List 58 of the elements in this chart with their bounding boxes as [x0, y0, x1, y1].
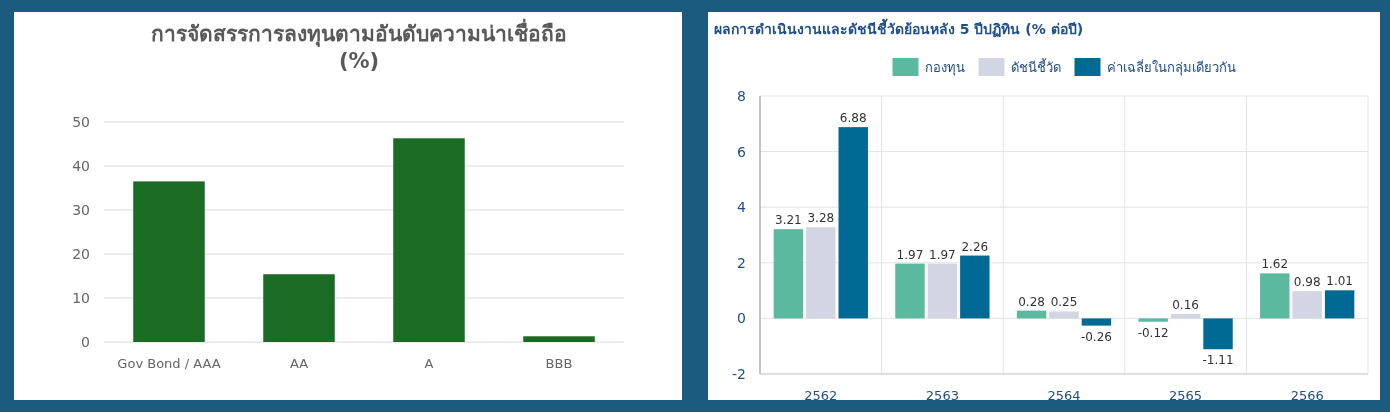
bar — [773, 229, 804, 319]
y-tick-label: 8 — [737, 88, 746, 104]
data-label: 1.62 — [1261, 257, 1289, 272]
x-tick-label: BBB — [545, 356, 573, 371]
bar — [1292, 291, 1322, 319]
y-tick-label: 20 — [72, 246, 90, 262]
data-label: 2.26 — [961, 239, 989, 254]
bar — [1324, 290, 1355, 319]
y-tick-label: 30 — [72, 202, 90, 218]
y-tick-label: 2 — [737, 254, 746, 271]
y-tick-label: 10 — [72, 290, 90, 306]
y-tick-label: 4 — [737, 199, 747, 216]
bar — [927, 263, 958, 319]
data-label: -0.12 — [1137, 325, 1169, 340]
y-tick-label: 0 — [737, 310, 746, 327]
bar — [806, 227, 836, 319]
x-tick-label: Gov Bond / AAA — [117, 356, 221, 371]
x-tick-label: 2563 — [925, 388, 959, 403]
bar — [133, 181, 205, 342]
legend-label: ค่าเฉลี่ยในกลุ่มเดียวกัน — [1106, 59, 1236, 76]
bar — [838, 127, 868, 319]
bar — [1138, 318, 1168, 322]
y-tick-label: 50 — [72, 114, 90, 130]
y-tick-label: 6 — [737, 143, 747, 160]
y-tick-label: -2 — [732, 366, 746, 382]
data-label: -1.11 — [1202, 353, 1234, 368]
bar — [1081, 318, 1112, 326]
bar — [1203, 318, 1233, 350]
bar — [895, 263, 925, 319]
bar — [1049, 311, 1079, 319]
y-tick-label: 40 — [72, 158, 90, 174]
bar — [393, 138, 465, 342]
x-tick-label: 2562 — [804, 388, 838, 403]
bar — [1260, 273, 1290, 319]
bar — [523, 336, 595, 342]
legend-label: ดัชนีชี้วัด — [1010, 58, 1061, 75]
bar — [960, 255, 990, 319]
data-label: -0.26 — [1080, 329, 1112, 344]
data-label: 3.21 — [775, 213, 802, 228]
x-tick-label: A — [424, 356, 434, 371]
data-label: 0.98 — [1293, 275, 1321, 290]
data-label: 0.25 — [1050, 295, 1078, 310]
data-label: 3.28 — [807, 211, 835, 226]
bar — [263, 274, 335, 342]
chart-title: ผลการดำเนินงานและดัชนีชี้วัดย้อนหลัง 5 ปีปฏิทิน (% ต่อปี) — [714, 18, 1084, 38]
x-tick-label: 2566 — [1290, 388, 1324, 403]
data-label: 1.01 — [1326, 274, 1353, 289]
x-tick-label: 2565 — [1169, 388, 1203, 403]
data-label: 1.97 — [929, 247, 956, 262]
data-label: 1.97 — [896, 247, 924, 262]
y-tick-label: 0 — [81, 334, 90, 350]
x-tick-label: AA — [289, 356, 309, 371]
data-label: 6.88 — [839, 111, 867, 126]
data-label: 0.16 — [1172, 297, 1199, 312]
data-label: 0.28 — [1018, 294, 1045, 309]
x-tick-label: 2564 — [1047, 388, 1081, 403]
legend-label: กองทุน — [924, 60, 965, 76]
chart-title: การจัดสรรการลงทุนตามอันดับความน่าเชื่อถือ (%) — [151, 18, 567, 73]
